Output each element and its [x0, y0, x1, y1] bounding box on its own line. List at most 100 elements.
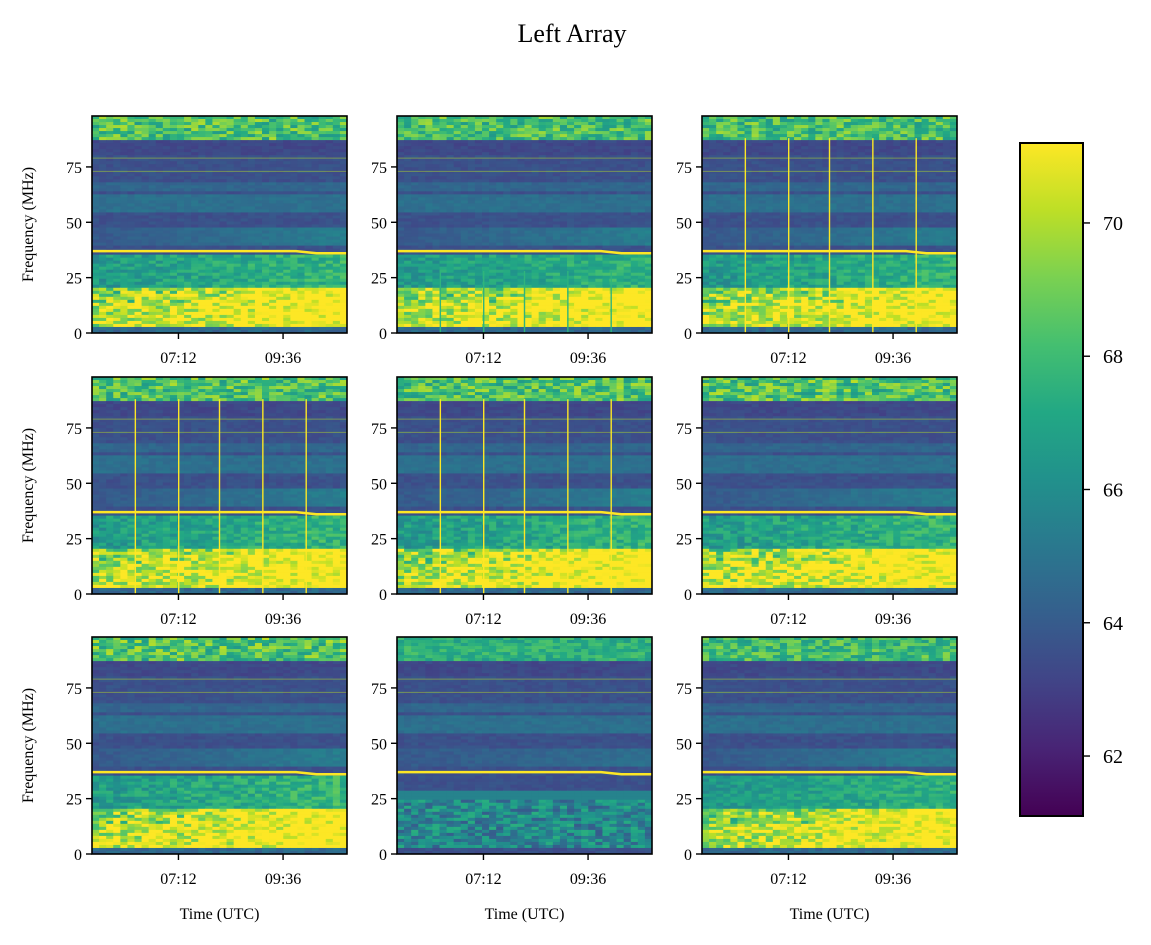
spectrogram-cell [460, 197, 469, 201]
spectrogram-cell [332, 179, 341, 183]
spectrogram-cell [113, 143, 121, 147]
spectrogram-cell [644, 161, 652, 165]
spectrogram-cell [397, 182, 405, 186]
spectrogram-cell [283, 173, 291, 177]
spectrogram-cell [325, 119, 334, 123]
spectrogram-cell [581, 143, 589, 147]
spectrogram-cell [141, 224, 150, 229]
spectrogram-cell [411, 170, 419, 174]
spectrogram-cell [517, 143, 526, 147]
spectrogram-cell [496, 128, 504, 132]
spectrogram-cell [177, 194, 185, 198]
spectrogram-cell [418, 233, 426, 238]
spectrogram-cell [262, 188, 270, 192]
spectrogram-cell [482, 128, 490, 132]
spectrogram-cell [432, 227, 441, 232]
spectrogram-cell [226, 146, 235, 150]
spectrogram-cell [623, 119, 632, 123]
spectrogram-cell [510, 191, 519, 195]
spectrogram-cell [148, 227, 157, 232]
spectrogram-cell [283, 311, 291, 316]
spectrogram-cell [262, 125, 270, 129]
spectrogram-cell [503, 242, 511, 247]
spectrogram-cell [567, 137, 575, 141]
spectrogram-cell [205, 203, 214, 208]
spectrogram-cell [311, 233, 320, 238]
spectrogram-cell [191, 293, 199, 298]
spectrogram-cell [141, 233, 150, 238]
spectrogram-cell [460, 257, 469, 262]
spectrogram-cell [588, 170, 596, 174]
spectrogram-cell [339, 185, 347, 189]
spectrogram-cell [496, 143, 504, 147]
spectrogram-cell [290, 170, 299, 174]
spectrogram-cell [482, 203, 490, 208]
spectrogram-cell [460, 287, 469, 292]
spectrogram-cell [552, 185, 561, 189]
spectrogram-cell [297, 197, 306, 201]
spectrogram-cell [524, 191, 533, 195]
spectrogram-cell [134, 293, 143, 298]
spectrogram-cell [99, 299, 107, 304]
spectrogram-cell [311, 176, 320, 180]
spectrogram-cell [581, 137, 589, 141]
spectrogram-cell [503, 299, 511, 304]
spectrogram-cell [99, 218, 107, 223]
spectrogram-cell [538, 182, 547, 186]
spectrogram-cell [446, 284, 455, 289]
spectrogram-cell [198, 203, 206, 208]
spectrogram-cell [332, 209, 341, 214]
spectrogram-cell [439, 203, 448, 208]
spectrogram-cell [460, 236, 469, 241]
spectrogram-cell [269, 215, 277, 220]
spectrogram-cell [609, 221, 618, 226]
spectrogram-cell [162, 314, 171, 319]
spectrogram-cell [233, 314, 242, 319]
spectrogram-cell [325, 170, 334, 174]
spectrogram-cell [623, 173, 632, 177]
spectrogram-cell [644, 245, 652, 250]
spectrogram-cell [304, 329, 313, 333]
spectrogram-cell [254, 263, 263, 268]
spectrogram-cell [205, 311, 214, 316]
spectrogram-cell [467, 140, 476, 144]
spectrogram-cell [538, 212, 547, 217]
spectrogram-cell [318, 173, 327, 177]
spectrogram-cell [177, 278, 185, 283]
spectrogram-cell [474, 173, 483, 177]
spectrogram-cell [538, 128, 547, 132]
spectrogram-cell [219, 299, 228, 304]
spectrogram-cell [446, 302, 455, 307]
spectrogram-cell [254, 203, 263, 208]
spectrogram-cell [418, 131, 426, 135]
spectrogram-cell [198, 182, 206, 186]
spectrogram-cell [177, 212, 185, 217]
spectrogram-cell [254, 293, 263, 298]
spectrogram-cell [339, 314, 347, 319]
spectrogram-cell [155, 197, 164, 201]
spectrogram-cell [162, 188, 171, 192]
spectrogram-cell [269, 131, 277, 135]
spectrogram-cell [545, 116, 554, 120]
spectrogram-cell [247, 209, 256, 214]
spectrogram-cell [623, 257, 632, 262]
spectrogram-cell [609, 152, 618, 156]
spectrogram-cell [411, 263, 419, 268]
spectrogram-cell [503, 245, 511, 250]
spectrogram-cell [460, 254, 469, 259]
spectrogram-cell [559, 167, 568, 171]
spectrogram-cell [503, 302, 511, 307]
spectrogram-cell [191, 302, 199, 307]
spectrogram-cell [198, 257, 206, 262]
spectrogram-cell [184, 281, 192, 286]
spectrogram-cell [332, 269, 341, 274]
spectrogram-cell [559, 290, 568, 295]
spectrogram-cell [162, 281, 171, 286]
spectrogram-cell [397, 158, 405, 162]
spectrogram-cell [453, 161, 462, 165]
spectrogram-cell [418, 245, 426, 250]
spectrogram-cell [155, 299, 164, 304]
spectrogram-cell [113, 167, 121, 171]
spectrogram-cell [559, 197, 568, 201]
spectrogram-cell [609, 143, 618, 147]
